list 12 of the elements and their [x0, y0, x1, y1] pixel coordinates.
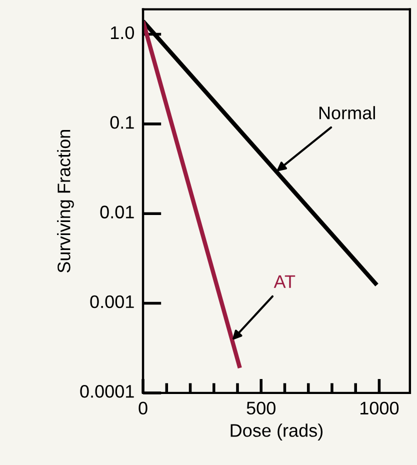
- y-tick-label: 0.1: [110, 116, 134, 129]
- y-tick-label: 1.0: [110, 26, 134, 40]
- x-tick-label: 500: [246, 402, 276, 415]
- x-axis-title: Dose (rads): [230, 424, 323, 440]
- x-tick-label: 1000: [360, 402, 399, 415]
- y-tick-label: 0.001: [90, 295, 134, 308]
- text: AT: [274, 275, 296, 288]
- y-tick-label: 0.0001: [80, 384, 134, 398]
- y-axis-title: Surviving Fraction: [57, 130, 74, 273]
- y-tick-label: 0.01: [100, 206, 134, 218]
- text: Normal: [319, 106, 375, 120]
- x-tick-label: 0: [138, 402, 148, 415]
